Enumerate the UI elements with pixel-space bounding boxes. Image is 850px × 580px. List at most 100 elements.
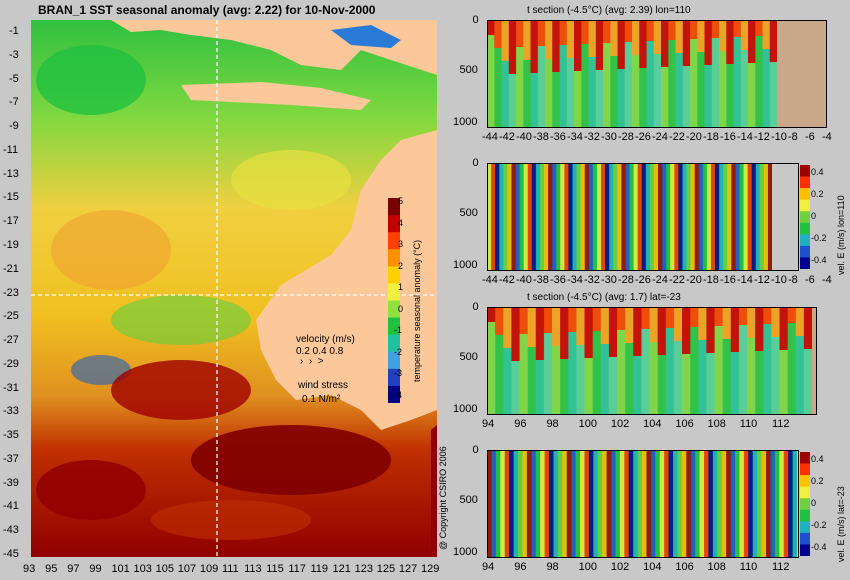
section-plot xyxy=(487,20,827,128)
section-x-tick-label: -4 xyxy=(822,274,832,286)
lat-tick-label: -39 xyxy=(3,476,19,489)
section-x-tick-label: -36 xyxy=(550,274,566,286)
section-x-tick-label: 108 xyxy=(707,561,726,573)
section-x-tick-label: -28 xyxy=(618,131,634,143)
section-x-tick-label: 110 xyxy=(739,561,758,573)
section-x-tick-label: -26 xyxy=(635,274,651,286)
lat-tick-label: -27 xyxy=(3,334,19,347)
section-x-tick-label: 106 xyxy=(675,418,694,430)
section-x-tick-label: -28 xyxy=(618,274,634,286)
section-x-tick-label: -30 xyxy=(601,274,617,286)
colorbar-segment xyxy=(388,198,400,216)
lat-tick-label: -21 xyxy=(3,262,19,275)
lat-tick-label: -5 xyxy=(9,72,19,85)
section-x-tick-label: 100 xyxy=(578,418,598,430)
lon-tick-label: 125 xyxy=(376,563,396,575)
velocity-colorbar-tick: 0 xyxy=(811,211,817,221)
depth-tick-label: 500 xyxy=(459,351,478,363)
section-x-tick-label: -4 xyxy=(822,131,832,143)
depth-tick-label: 0 xyxy=(472,14,479,26)
section-x-tick-label: -8 xyxy=(788,131,798,143)
section-x-tick-label: 102 xyxy=(610,418,630,430)
velocity-legend-values: 0.2 0.4 0.8 xyxy=(296,346,344,357)
velocity-colorbar-tick: -0.4 xyxy=(811,255,827,265)
velocity-colorbar-tick: -0.2 xyxy=(811,233,827,243)
lon-tick-label: 109 xyxy=(199,563,219,575)
lon-tick-label: 107 xyxy=(177,563,197,575)
copyright-text: @ Copyright CSIRO 2006 xyxy=(438,446,448,550)
lat-tick-label: -17 xyxy=(3,215,19,228)
lon-tick-label: 117 xyxy=(288,563,306,575)
colorbar-segment xyxy=(388,266,400,284)
lat-tick-label: -25 xyxy=(3,310,19,323)
section-x-tick-label: -22 xyxy=(669,274,685,286)
depth-tick-label: 500 xyxy=(459,64,478,76)
lat-tick-label: -31 xyxy=(3,381,19,394)
map-colorbar xyxy=(388,198,400,403)
map-colorbar-label: temperature seasonal anomaly (°C) xyxy=(412,239,422,382)
colorbar-segment xyxy=(388,334,400,353)
lat-tick-label: -1 xyxy=(9,25,19,37)
section-x-tick-label: 94 xyxy=(482,418,495,430)
section-x-tick-label: -16 xyxy=(720,274,736,286)
section-panel-title: t section (-4.5°C) (avg: 2.39) lon=110 xyxy=(527,5,691,16)
section-x-tick-label: -24 xyxy=(652,131,668,143)
section-x-tick-label: -40 xyxy=(516,131,532,143)
velocity-colorbar-tick: 0.2 xyxy=(811,476,824,486)
colorbar-tick-label: 0 xyxy=(398,303,404,314)
section-x-tick-label: -20 xyxy=(686,131,702,143)
depth-tick-label: 1000 xyxy=(453,403,478,415)
section-x-tick-label: -12 xyxy=(754,131,770,143)
section-x-tick-label: 94 xyxy=(482,561,495,573)
section-x-tick-label: -44 xyxy=(482,131,498,143)
lon-tick-label: 93 xyxy=(23,563,36,575)
velocity-arrows-icon: › › > xyxy=(300,356,324,367)
lat-tick-label: -23 xyxy=(3,286,19,299)
section-x-tick-label: -32 xyxy=(584,274,600,286)
lat-tick-label: -11 xyxy=(3,143,19,156)
colorbar-tick-label: -3 xyxy=(394,368,403,378)
colorbar-segment xyxy=(388,368,400,387)
lon-tick-label: 105 xyxy=(155,563,175,575)
lon-tick-label: 97 xyxy=(67,563,80,575)
section-x-tick-label: -38 xyxy=(533,274,549,286)
section-x-tick-label: -14 xyxy=(737,274,753,286)
lon-tick-label: 123 xyxy=(354,563,374,575)
section-x-tick-label: 96 xyxy=(514,418,527,430)
section-x-tick-label: 98 xyxy=(546,561,559,573)
depth-tick-label: 1000 xyxy=(453,546,478,558)
depth-tick-label: 0 xyxy=(472,157,479,169)
section-x-tick-label: -12 xyxy=(754,274,770,286)
velocity-colorbar xyxy=(800,452,810,556)
lat-tick-label: -15 xyxy=(3,191,19,204)
colorbar-tick-label: -1 xyxy=(394,325,403,335)
section-x-tick-label: 106 xyxy=(675,561,694,573)
section-x-tick-label: -16 xyxy=(720,131,736,143)
colorbar-tick-label: -4 xyxy=(394,389,403,400)
velocity-colorbar-tick: 0 xyxy=(811,498,817,508)
lat-tick-label: -7 xyxy=(9,96,19,109)
colorbar-tick-label: 4 xyxy=(398,217,404,228)
colorbar-segment xyxy=(388,351,400,370)
section-x-tick-label: 96 xyxy=(514,561,527,573)
lat-tick-label: -43 xyxy=(3,524,19,537)
velocity-legend-label: velocity (m/s) xyxy=(296,334,355,345)
depth-tick-label: 0 xyxy=(472,444,479,456)
lat-tick-label: -13 xyxy=(3,167,19,180)
section-x-tick-label: -38 xyxy=(533,131,549,143)
section-x-tick-label: -22 xyxy=(669,131,685,143)
section-x-tick-label: 110 xyxy=(739,418,758,430)
depth-tick-label: 500 xyxy=(459,207,478,219)
wind-stress-label: wind stress xyxy=(298,380,349,391)
section-x-tick-label: -8 xyxy=(788,274,798,286)
section-x-tick-label: -42 xyxy=(499,131,515,143)
velocity-colorbar-tick: 0.2 xyxy=(811,189,824,199)
colorbar-segment xyxy=(388,232,400,250)
section-x-tick-label: -6 xyxy=(805,274,815,286)
lon-tick-label: 127 xyxy=(398,563,418,575)
lat-tick-label: -41 xyxy=(3,500,19,513)
colorbar-segment xyxy=(388,317,400,336)
velocity-colorbar-tick: -0.4 xyxy=(811,542,827,552)
lat-tick-label: -35 xyxy=(3,429,19,442)
velocity-colorbar-tick: 0.4 xyxy=(811,454,824,464)
